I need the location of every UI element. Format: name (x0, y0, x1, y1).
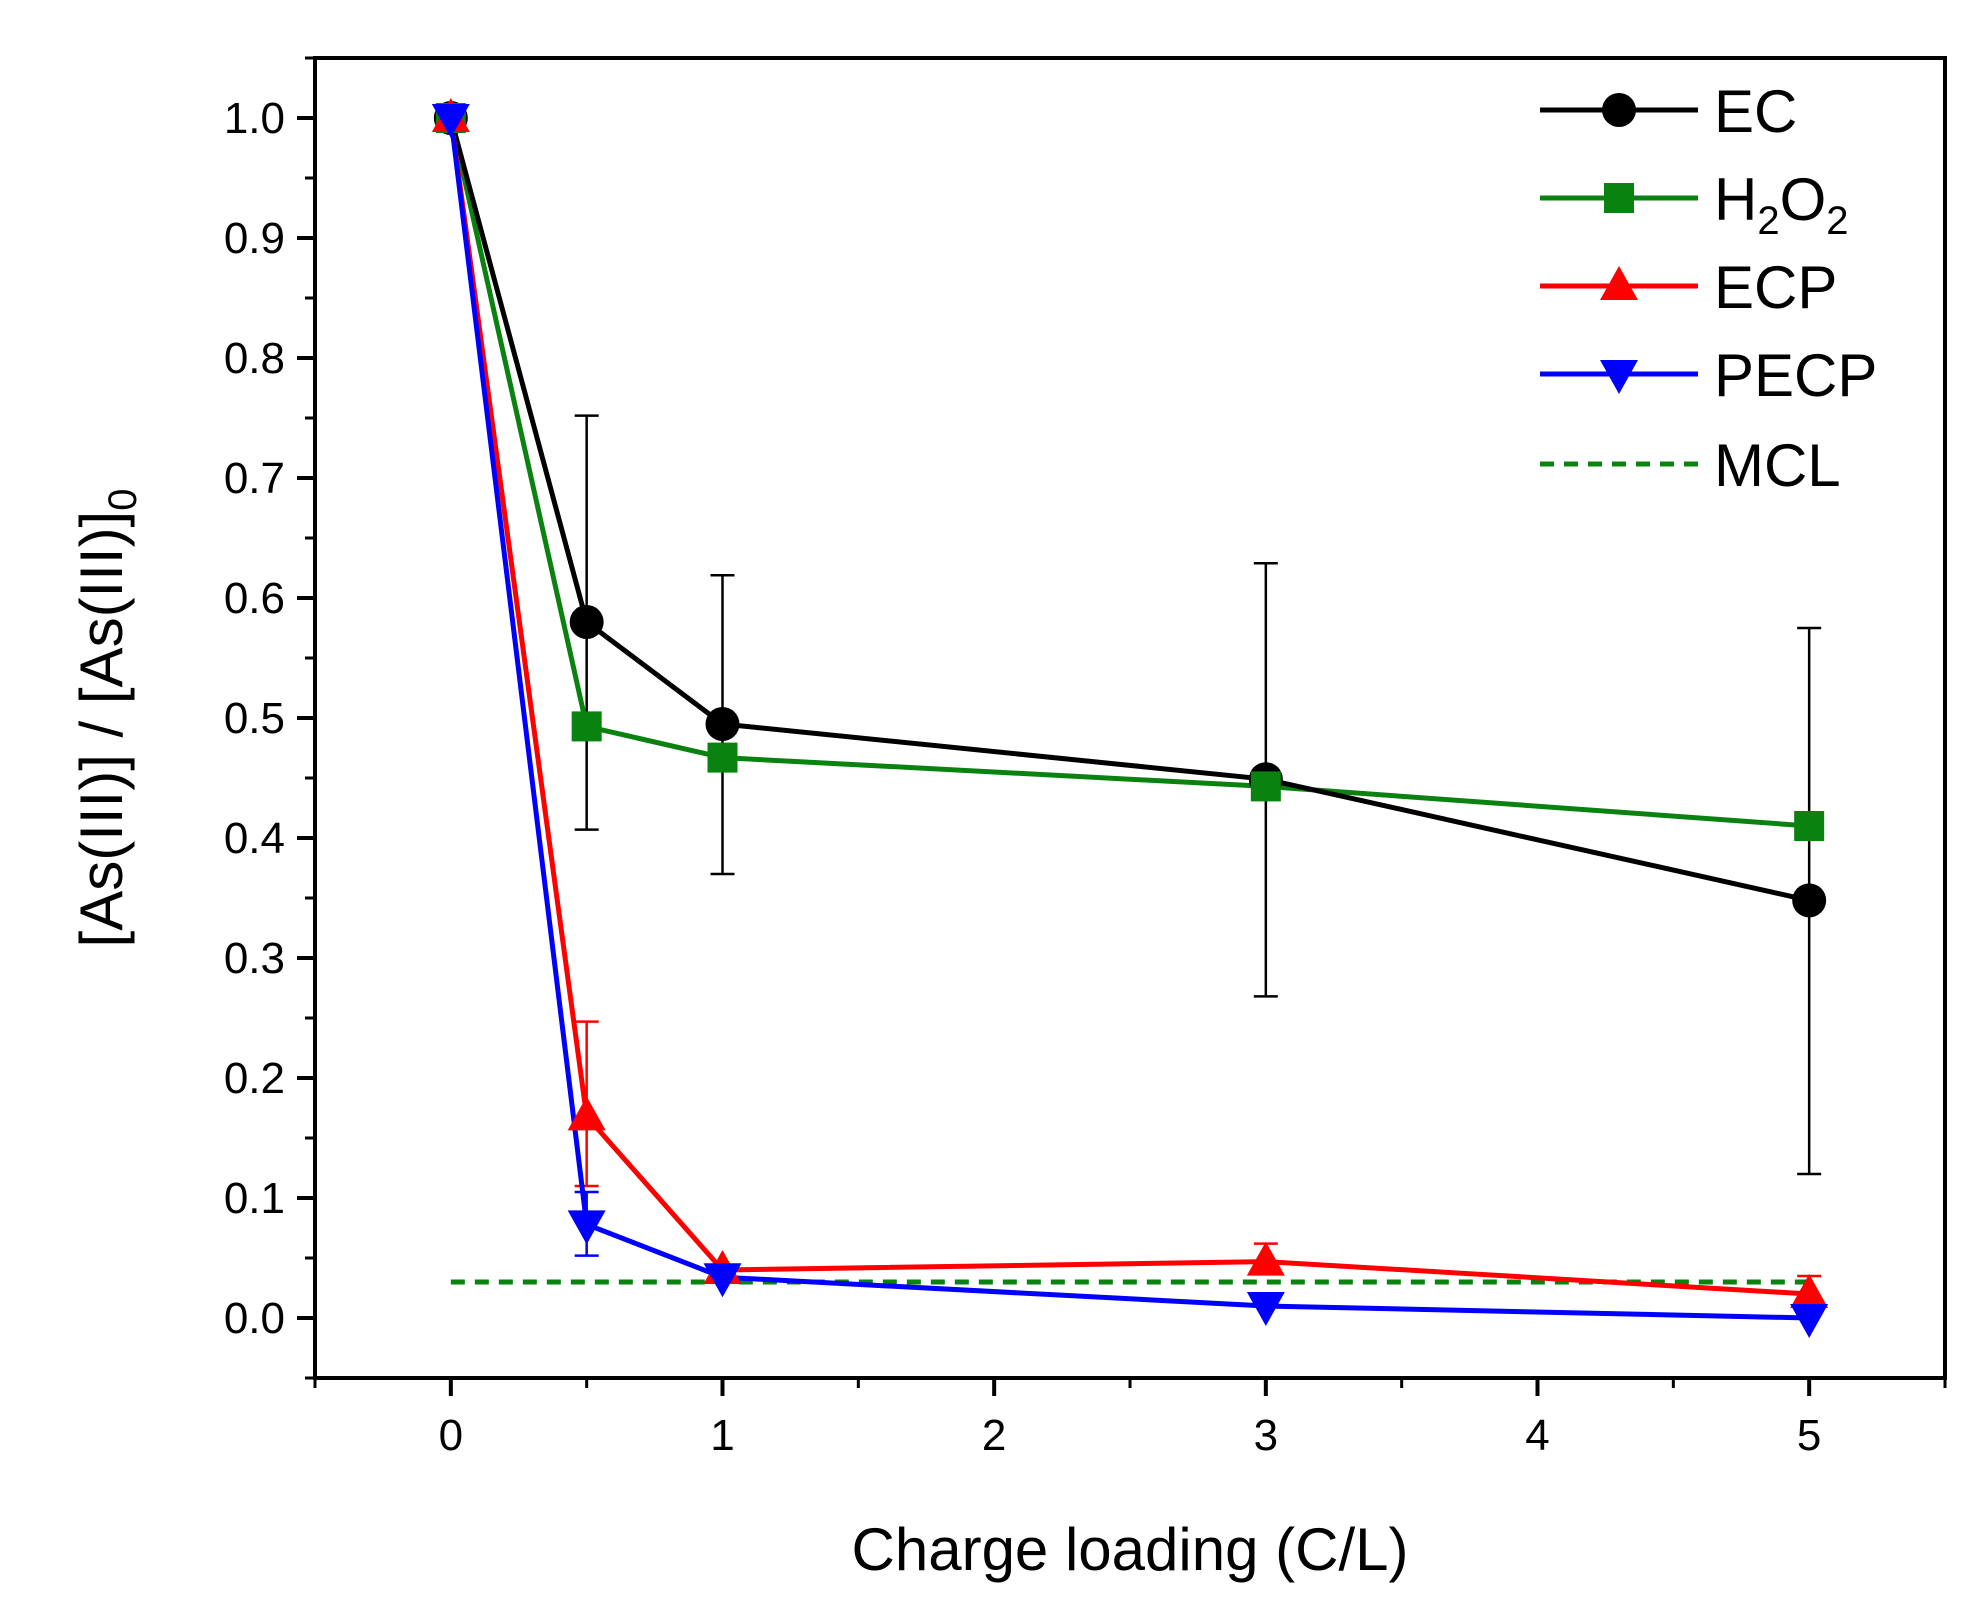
series-line-h2o2 (448, 117, 1810, 829)
y-tick-label: 0.1 (224, 1174, 285, 1223)
y-axis-title: [As(III)] / [As(III)]0 (68, 489, 145, 948)
legend-label-ecp: ECP (1714, 254, 1837, 321)
legend-marker-ec (1602, 93, 1636, 127)
x-tick-label: 5 (1797, 1411, 1821, 1460)
series-markers (431, 98, 1829, 1338)
legend-label-pecp: PECP (1714, 342, 1877, 409)
data-point-ecp (1790, 1274, 1829, 1308)
x-tick-label: 1 (710, 1411, 734, 1460)
y-tick-label: 0.3 (224, 934, 285, 983)
data-point-pecp (1790, 1304, 1829, 1338)
data-point-pecp (431, 104, 470, 138)
legend-label-h: H (1714, 166, 1757, 233)
error-bars (574, 414, 1822, 1294)
y-tick-label: 0.2 (224, 1054, 285, 1103)
data-point-ec (569, 605, 604, 639)
legend-label-o: O (1780, 166, 1827, 233)
data-point-h2o2 (1250, 771, 1281, 802)
data-point-h2o2 (1794, 811, 1825, 841)
legend-label-ec: EC (1714, 78, 1797, 145)
data-point-ecp (567, 1096, 606, 1131)
series-line-ec (448, 117, 1810, 903)
x-tick-label: 0 (439, 1411, 463, 1460)
y-axis-title-subscript: 0 (101, 489, 145, 511)
data-point-pecp (567, 1210, 606, 1245)
y-tick-label: 0.8 (224, 334, 285, 383)
y-axis-title-main: [As(III)] / [As(III)] (68, 511, 135, 948)
legend-marker-pecp (1600, 360, 1638, 394)
plot-frame (313, 56, 1947, 1380)
legend-marker-ecp (1600, 266, 1638, 300)
y-tick-label: 0.5 (224, 694, 285, 743)
data-point-h2o2 (571, 711, 602, 742)
data-point-ec (705, 707, 740, 741)
legend-label-mcl: MCL (1714, 432, 1841, 499)
y-tick-label: 0.9 (224, 214, 285, 263)
legend-marker-h2o2 (1604, 183, 1634, 213)
x-tick-label: 4 (1525, 1411, 1549, 1460)
data-point-pecp (1246, 1292, 1285, 1326)
x-tick-label: 2 (982, 1411, 1006, 1460)
y-tick-label: 0.7 (224, 454, 285, 503)
y-tick-label: 0.0 (224, 1294, 285, 1343)
data-point-h2o2 (707, 742, 738, 773)
legend-subscript: 2 (1757, 199, 1779, 243)
axis-ticks: 0 1 2 3 4 5 0.0 0.1 0.2 0.3 0.4 0.5 0.6 0.7 0.8 0.9 1.0 (224, 56, 1947, 1460)
x-axis-title: Charge loading (C/L) (852, 1516, 1409, 1583)
legend-subscript: 2 (1826, 199, 1848, 243)
x-tick-label: 3 (1254, 1411, 1278, 1460)
data-point-ec (1792, 883, 1827, 918)
legend-label-h2o2: H2O2 (1714, 166, 1849, 243)
data-point-ecp (1246, 1241, 1285, 1276)
y-tick-label: 0.6 (224, 574, 285, 623)
data-point-pecp (703, 1263, 742, 1298)
y-tick-label: 0.4 (224, 814, 285, 863)
y-tick-label: 1.0 (224, 94, 285, 143)
